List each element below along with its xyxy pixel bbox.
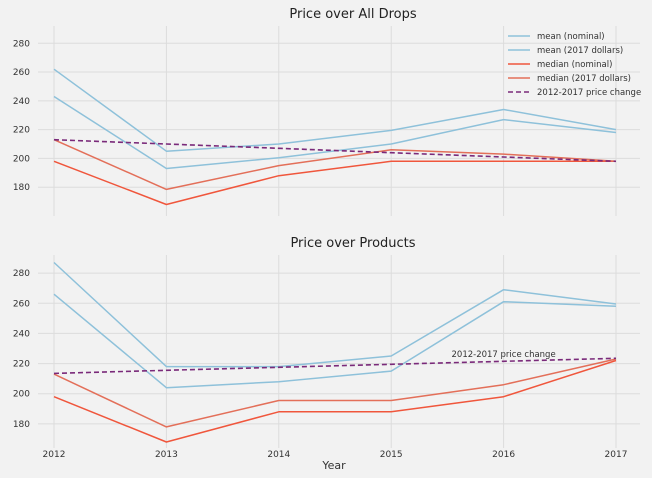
y-tick-label: 260 xyxy=(13,68,30,78)
series-line-4 xyxy=(53,357,617,375)
x-tick-label: 2014 xyxy=(267,450,290,460)
y-tick-label: 180 xyxy=(13,420,30,430)
top-panel: Price over All Drops 180 200 220 240 260 280 me… xyxy=(13,7,641,216)
annotation-label: 2012-2017 price change xyxy=(452,350,556,360)
legend-label: mean (2017 dollars) xyxy=(537,46,623,56)
y-tick-label: 220 xyxy=(13,360,30,370)
series-line-1 xyxy=(53,261,617,368)
legend-label: mean (nominal) xyxy=(537,32,605,42)
y-tick-label: 240 xyxy=(13,329,30,339)
series-line-median-2017-dollars- xyxy=(53,139,617,191)
bottom-panel: Price over Products 180 200 220 240 260 280 201… xyxy=(13,236,640,460)
series-line-mean-2017-dollars- xyxy=(53,68,617,152)
legend-label: median (nominal) xyxy=(537,60,612,70)
y-tick-label: 220 xyxy=(13,126,30,136)
series-line-2012-2017-price-change xyxy=(53,138,617,163)
y-tick-label: 280 xyxy=(13,39,30,49)
y-tick-label: 200 xyxy=(13,390,30,400)
x-tick-label: 2013 xyxy=(155,450,178,460)
y-tick-label: 240 xyxy=(13,97,30,107)
y-tick-label: 280 xyxy=(13,269,30,279)
x-axis-label: Year xyxy=(321,459,346,472)
series-line-3 xyxy=(53,358,617,428)
x-tick-label: 2012 xyxy=(43,450,66,460)
x-tick-label: 2016 xyxy=(492,450,515,460)
series-line-2 xyxy=(53,359,617,443)
chart-title-1: Price over Products xyxy=(290,236,415,251)
x-tick-label: 2017 xyxy=(605,450,628,460)
series-line-0 xyxy=(53,293,617,389)
series-line-median-nominal- xyxy=(53,160,616,206)
legend-label: 2012-2017 price change xyxy=(537,88,641,98)
y-tick-label: 200 xyxy=(13,154,30,164)
chart-title-0: Price over All Drops xyxy=(289,7,416,22)
y-tick-label: 260 xyxy=(13,299,30,309)
x-tick-label: 2015 xyxy=(380,450,403,460)
y-tick-label: 180 xyxy=(13,183,30,193)
legend-label: median (2017 dollars) xyxy=(537,74,631,84)
